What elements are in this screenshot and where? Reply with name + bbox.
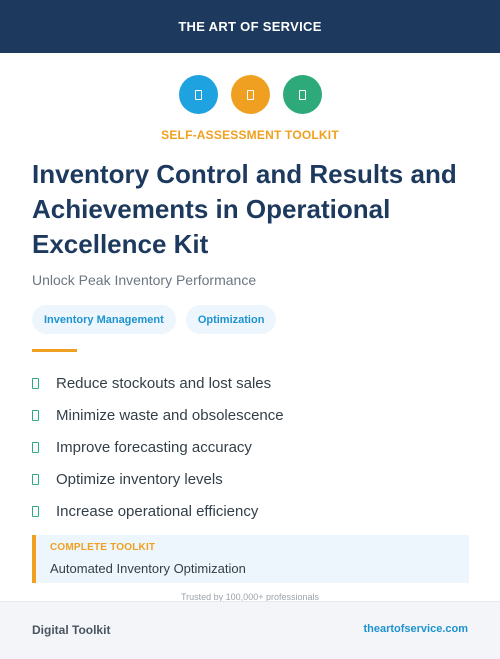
subtitle: Unlock Peak Inventory Performance: [32, 272, 257, 288]
trust-line: Trusted by 100,000+ professionals: [180, 592, 319, 602]
tag-list: Inventory Management Optimization: [32, 305, 277, 334]
benefit-text: Reduce stockouts and lost sales: [56, 374, 272, 392]
tag-optimization: Optimization: [185, 305, 277, 334]
benefit-item: Optimize inventory levels: [32, 463, 472, 495]
website-link[interactable]: theartofservice.com: [363, 623, 468, 635]
chart-icon: [230, 75, 270, 114]
benefit-text: Minimize waste and obsolescence: [56, 406, 284, 424]
check-icon: [32, 377, 39, 389]
callout-label: COMPLETE TOOLKIT: [50, 542, 156, 553]
check-icon: [32, 473, 39, 485]
benefit-item: Minimize waste and obsolescence: [32, 399, 472, 431]
callout-text: Automated Inventory Optimization: [50, 561, 246, 576]
kicker-label: SELF-ASSESSMENT TOOLKIT: [161, 128, 339, 142]
benefit-item: Improve forecasting accuracy: [32, 431, 472, 463]
benefit-list: Reduce stockouts and lost sales Minimize…: [32, 367, 472, 527]
gear-icon: [282, 75, 322, 114]
check-icon: [32, 505, 39, 517]
page-title: Inventory Control and Results and Achiev…: [32, 159, 457, 259]
header-bar: THE ART OF SERVICE: [0, 0, 500, 53]
check-icon: [32, 409, 39, 421]
benefit-text: Improve forecasting accuracy: [56, 438, 252, 456]
footer-bar: Digital Toolkit theartofservice.com: [0, 601, 500, 659]
benefit-item: Reduce stockouts and lost sales: [32, 367, 472, 399]
tag-inventory-management: Inventory Management: [32, 305, 176, 334]
box-icon: [178, 75, 218, 114]
brand-name: THE ART OF SERVICE: [178, 19, 322, 34]
toolkit-callout: COMPLETE TOOLKIT Automated Inventory Opt…: [32, 535, 469, 583]
benefit-item: Increase operational efficiency: [32, 495, 472, 527]
benefit-text: Increase operational efficiency: [56, 502, 259, 520]
icon-row: [0, 75, 500, 114]
benefit-text: Optimize inventory levels: [56, 470, 223, 488]
accent-divider: [32, 349, 77, 352]
footer-label: Digital Toolkit: [32, 623, 111, 637]
check-icon: [32, 441, 39, 453]
